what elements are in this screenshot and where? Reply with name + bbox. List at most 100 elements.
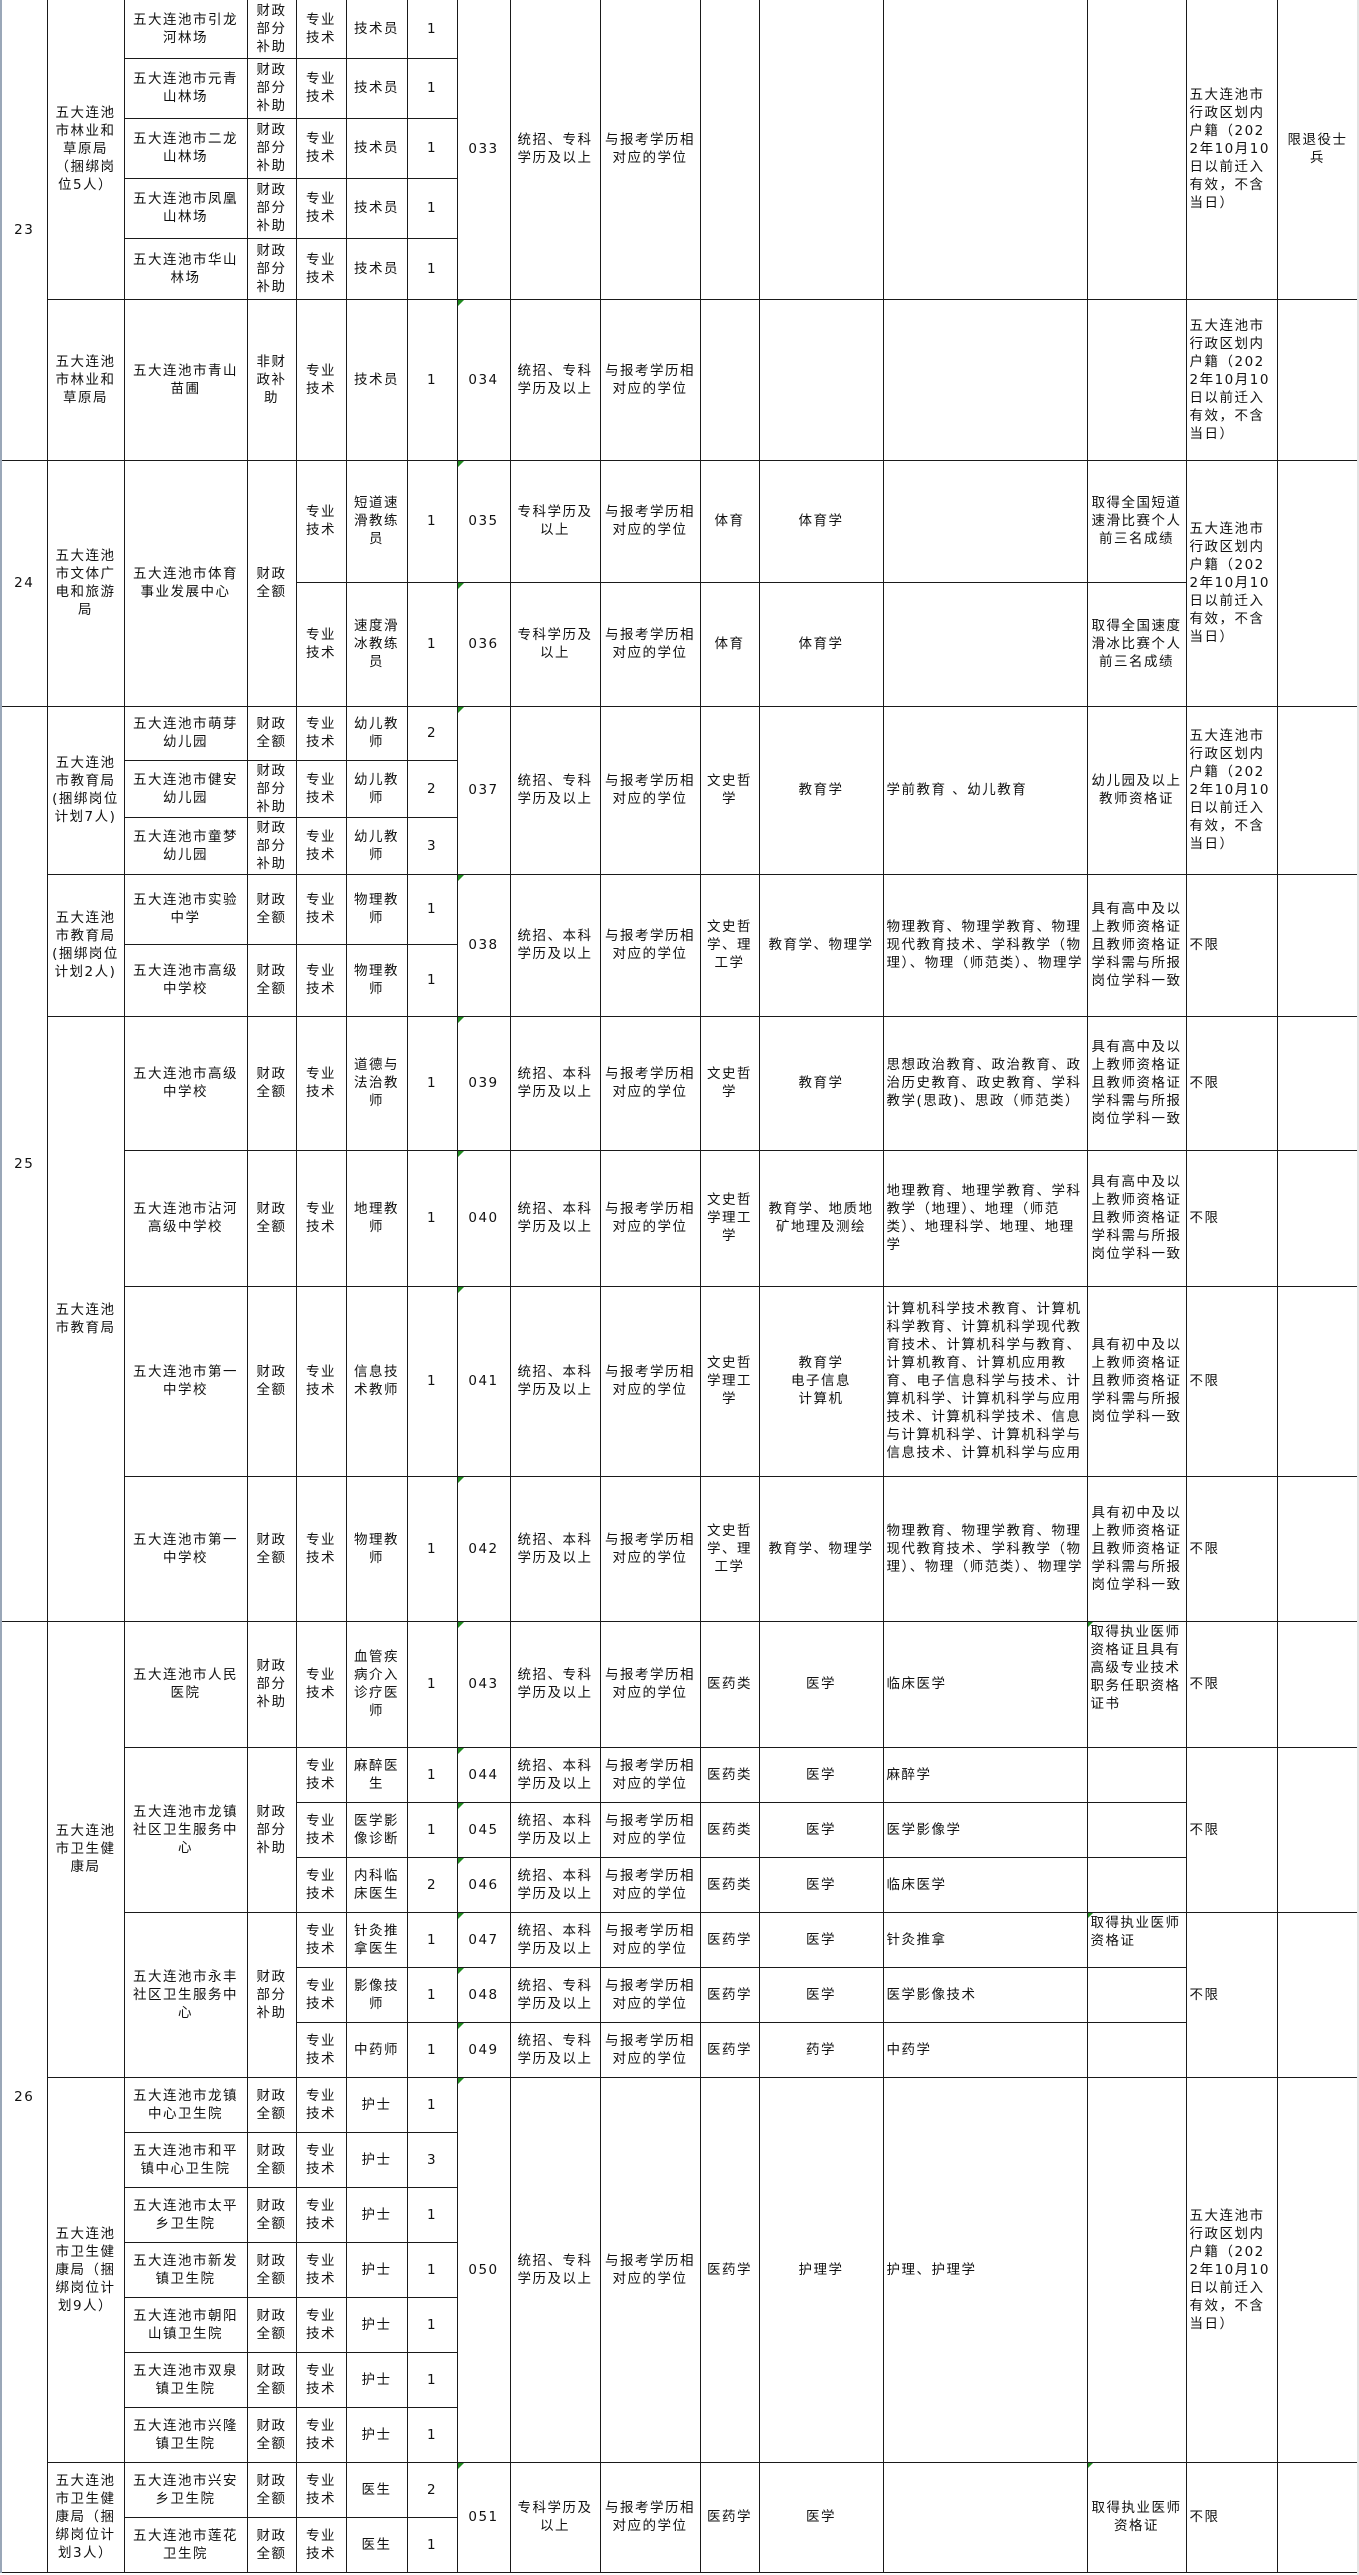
position-category-cell: 专业技术	[295, 459, 347, 583]
table-row: 五大连池市和平镇中心卫生院 财政全额 专业技术 护士 3	[1, 2131, 1358, 2188]
department-cell: 五大连池市卫生健康局	[46, 1620, 125, 2078]
table-row: 专业技术 医学影像诊断 1 045 统招、本科学历及以上 与报考学历相对应的学位 医药类 医学…	[1, 1801, 1358, 1858]
hiring-count-cell: 1	[406, 459, 458, 583]
major-cell: 学前教育 、幼儿教育	[882, 705, 1088, 875]
unit-cell: 五大连池市和平镇中心卫生院	[123, 2131, 248, 2188]
household-requirement-cell: 不限	[1185, 1015, 1278, 1151]
position-category-cell: 专业技术	[295, 1015, 347, 1151]
hiring-count-cell: 1	[406, 2186, 458, 2243]
major-category-cell: 文史哲学理工学	[699, 1149, 760, 1287]
unit-cell: 五大连池市新发镇卫生院	[123, 2241, 248, 2298]
position-code-cell: 051	[456, 2461, 511, 2573]
hiring-count-cell: 1	[406, 2351, 458, 2408]
table-row: 五大连池市卫生健康局（捆绑岗位计划9人） 五大连池市龙镇中心卫生院 财政全额 专业技术…	[1, 2076, 1359, 2463]
unit-cell: 五大连池市童梦幼儿园	[123, 816, 248, 875]
position-name-cell: 护士	[345, 2241, 408, 2298]
position-category-cell: 专业技术	[295, 298, 347, 461]
hiring-count-cell: 1	[406, 2241, 458, 2298]
position-category-cell: 专业技术	[295, 759, 347, 818]
hiring-count-cell: 1	[406, 1746, 458, 1803]
other-requirements-cell	[1086, 2076, 1187, 2463]
notes-cell	[1276, 705, 1359, 875]
major-class-cell	[758, 298, 884, 461]
table-row: 专业技术 中药师 1 049 统招、专科学历及以上 与报考学历相对应的学位 医药学 药学 中药学	[1, 2021, 1358, 2078]
position-category-cell: 专业技术	[295, 1285, 347, 1477]
hiring-count-cell: 1	[406, 581, 458, 707]
major-cell	[882, 298, 1088, 461]
major-cell: 医学影像学	[882, 1801, 1088, 1858]
degree-cell: 与报考学历相对应的学位	[599, 1015, 701, 1151]
funding-type-cell: 财政部分补助	[246, 1620, 297, 1748]
serial-number-cell: 23	[0, 0, 48, 461]
unit-cell: 五大连池市兴隆镇卫生院	[123, 2406, 248, 2463]
education-cell: 统招、本科学历及以上	[509, 1911, 601, 1968]
position-code-cell: 037	[456, 705, 511, 875]
table-row: 五大连池市兴隆镇卫生院 财政全额 专业技术 护士 1	[1, 2406, 1358, 2463]
major-category-cell: 体育	[699, 459, 760, 583]
degree-cell: 与报考学历相对应的学位	[599, 1285, 701, 1477]
position-name-cell: 技术员	[345, 298, 408, 461]
notes-cell	[1276, 1285, 1359, 1477]
unit-cell: 五大连池市莲花卫生院	[123, 2516, 248, 2573]
position-code-cell: 036	[456, 581, 511, 707]
major-class-cell: 教育学	[758, 1015, 884, 1151]
hiring-count-cell: 1	[406, 2296, 458, 2353]
education-cell: 统招、专科学历及以上	[509, 2076, 601, 2463]
position-category-cell: 专业技术	[295, 873, 347, 945]
other-requirements-cell	[1086, 1966, 1187, 2023]
notes-cell	[1276, 1746, 1359, 1913]
table-row: 26 五大连池市卫生健康局 五大连池市人民医院 财政部分补助 专业技术 血管疾病介入诊疗医…	[0, 1620, 1359, 2573]
position-name-cell: 地理教师	[345, 1149, 408, 1287]
major-class-cell: 体育学	[758, 581, 884, 707]
funding-type-cell: 财政全额	[246, 1149, 297, 1287]
education-cell: 统招、本科学历及以上	[509, 1475, 601, 1622]
unit-cell: 五大连池市双泉镇卫生院	[123, 2351, 248, 2408]
position-category-cell: 专业技术	[295, 2406, 347, 2463]
major-class-cell: 医学	[758, 1911, 884, 1968]
major-category-cell	[699, 0, 760, 300]
education-cell: 统招、专科学历及以上	[509, 705, 601, 875]
major-category-cell: 体育	[699, 581, 760, 707]
position-category-cell: 专业技术	[295, 0, 347, 59]
other-requirements-cell: 取得执业医师资格证	[1086, 2461, 1187, 2573]
position-code-cell: 048	[456, 1966, 511, 2023]
hiring-count-cell: 2	[406, 1856, 458, 1913]
funding-type-cell: 财政部分补助	[246, 57, 297, 119]
position-code-cell: 047	[456, 1911, 511, 1968]
major-class-cell: 医学	[758, 1746, 884, 1803]
household-requirement-cell: 五大连池市行政区划内户籍（2022年10月10日以前迁入有效，不含当日）	[1185, 0, 1278, 300]
degree-cell: 与报考学历相对应的学位	[599, 1149, 701, 1287]
education-cell: 统招、本科学历及以上	[509, 1856, 601, 1913]
position-category-cell: 专业技术	[295, 237, 347, 300]
table-row: 五大连池市第一中学校 财政全额 专业技术 物理教师 1 042 统招、本科学历及以上 与报考学…	[1, 1475, 1359, 1622]
position-category-cell: 专业技术	[295, 2296, 347, 2353]
household-requirement-cell: 不限	[1185, 1475, 1278, 1622]
degree-cell: 与报考学历相对应的学位	[599, 298, 701, 461]
department-cell: 五大连池市教育局(捆绑岗位计划7人)	[46, 705, 125, 875]
major-cell: 物理教育、物理学教育、物理现代教育技术、学科教学（物理）、物理（师范类）、物理学	[882, 873, 1088, 1017]
other-requirements-cell: 具有高中及以上教师资格证且教师资格证学科需与所报岗位学科一致	[1086, 873, 1187, 1017]
major-cell	[882, 581, 1088, 707]
education-cell: 统招、本科学历及以上	[509, 1015, 601, 1151]
hiring-count-cell: 1	[406, 1149, 458, 1287]
hiring-count-cell: 1	[406, 2516, 458, 2573]
funding-type-cell: 财政全额	[246, 459, 297, 707]
table-row: 五大连池市凤凰山林场 财政部分补助 专业技术 技术员 1	[1, 177, 1358, 239]
major-cell: 中药学	[882, 2021, 1088, 2078]
hiring-count-cell: 2	[406, 705, 458, 761]
major-category-cell: 文史哲学、理工学	[699, 873, 760, 1017]
other-requirements-cell: 幼儿园及以上教师资格证	[1086, 705, 1187, 875]
major-class-cell	[758, 0, 884, 300]
major-class-cell: 医学	[758, 2461, 884, 2573]
education-cell: 专科学历及以上	[509, 2461, 601, 2573]
education-cell: 统招、专科学历及以上	[509, 298, 601, 461]
funding-type-cell: 财政全额	[246, 2241, 297, 2298]
unit-cell: 五大连池市朝阳山镇卫生院	[123, 2296, 248, 2353]
unit-cell: 五大连池市龙镇中心卫生院	[123, 2076, 248, 2133]
position-code-cell: 040	[456, 1149, 511, 1287]
position-code-cell: 042	[456, 1475, 511, 1622]
major-class-cell: 医学	[758, 1801, 884, 1858]
funding-type-cell: 财政全额	[246, 2351, 297, 2408]
table-row: 五大连池市龙镇社区卫生服务中心 财政部分补助 专业技术 麻醉医生 1 044 统招、本科学历…	[1, 1746, 1359, 1913]
degree-cell: 与报考学历相对应的学位	[599, 873, 701, 1017]
